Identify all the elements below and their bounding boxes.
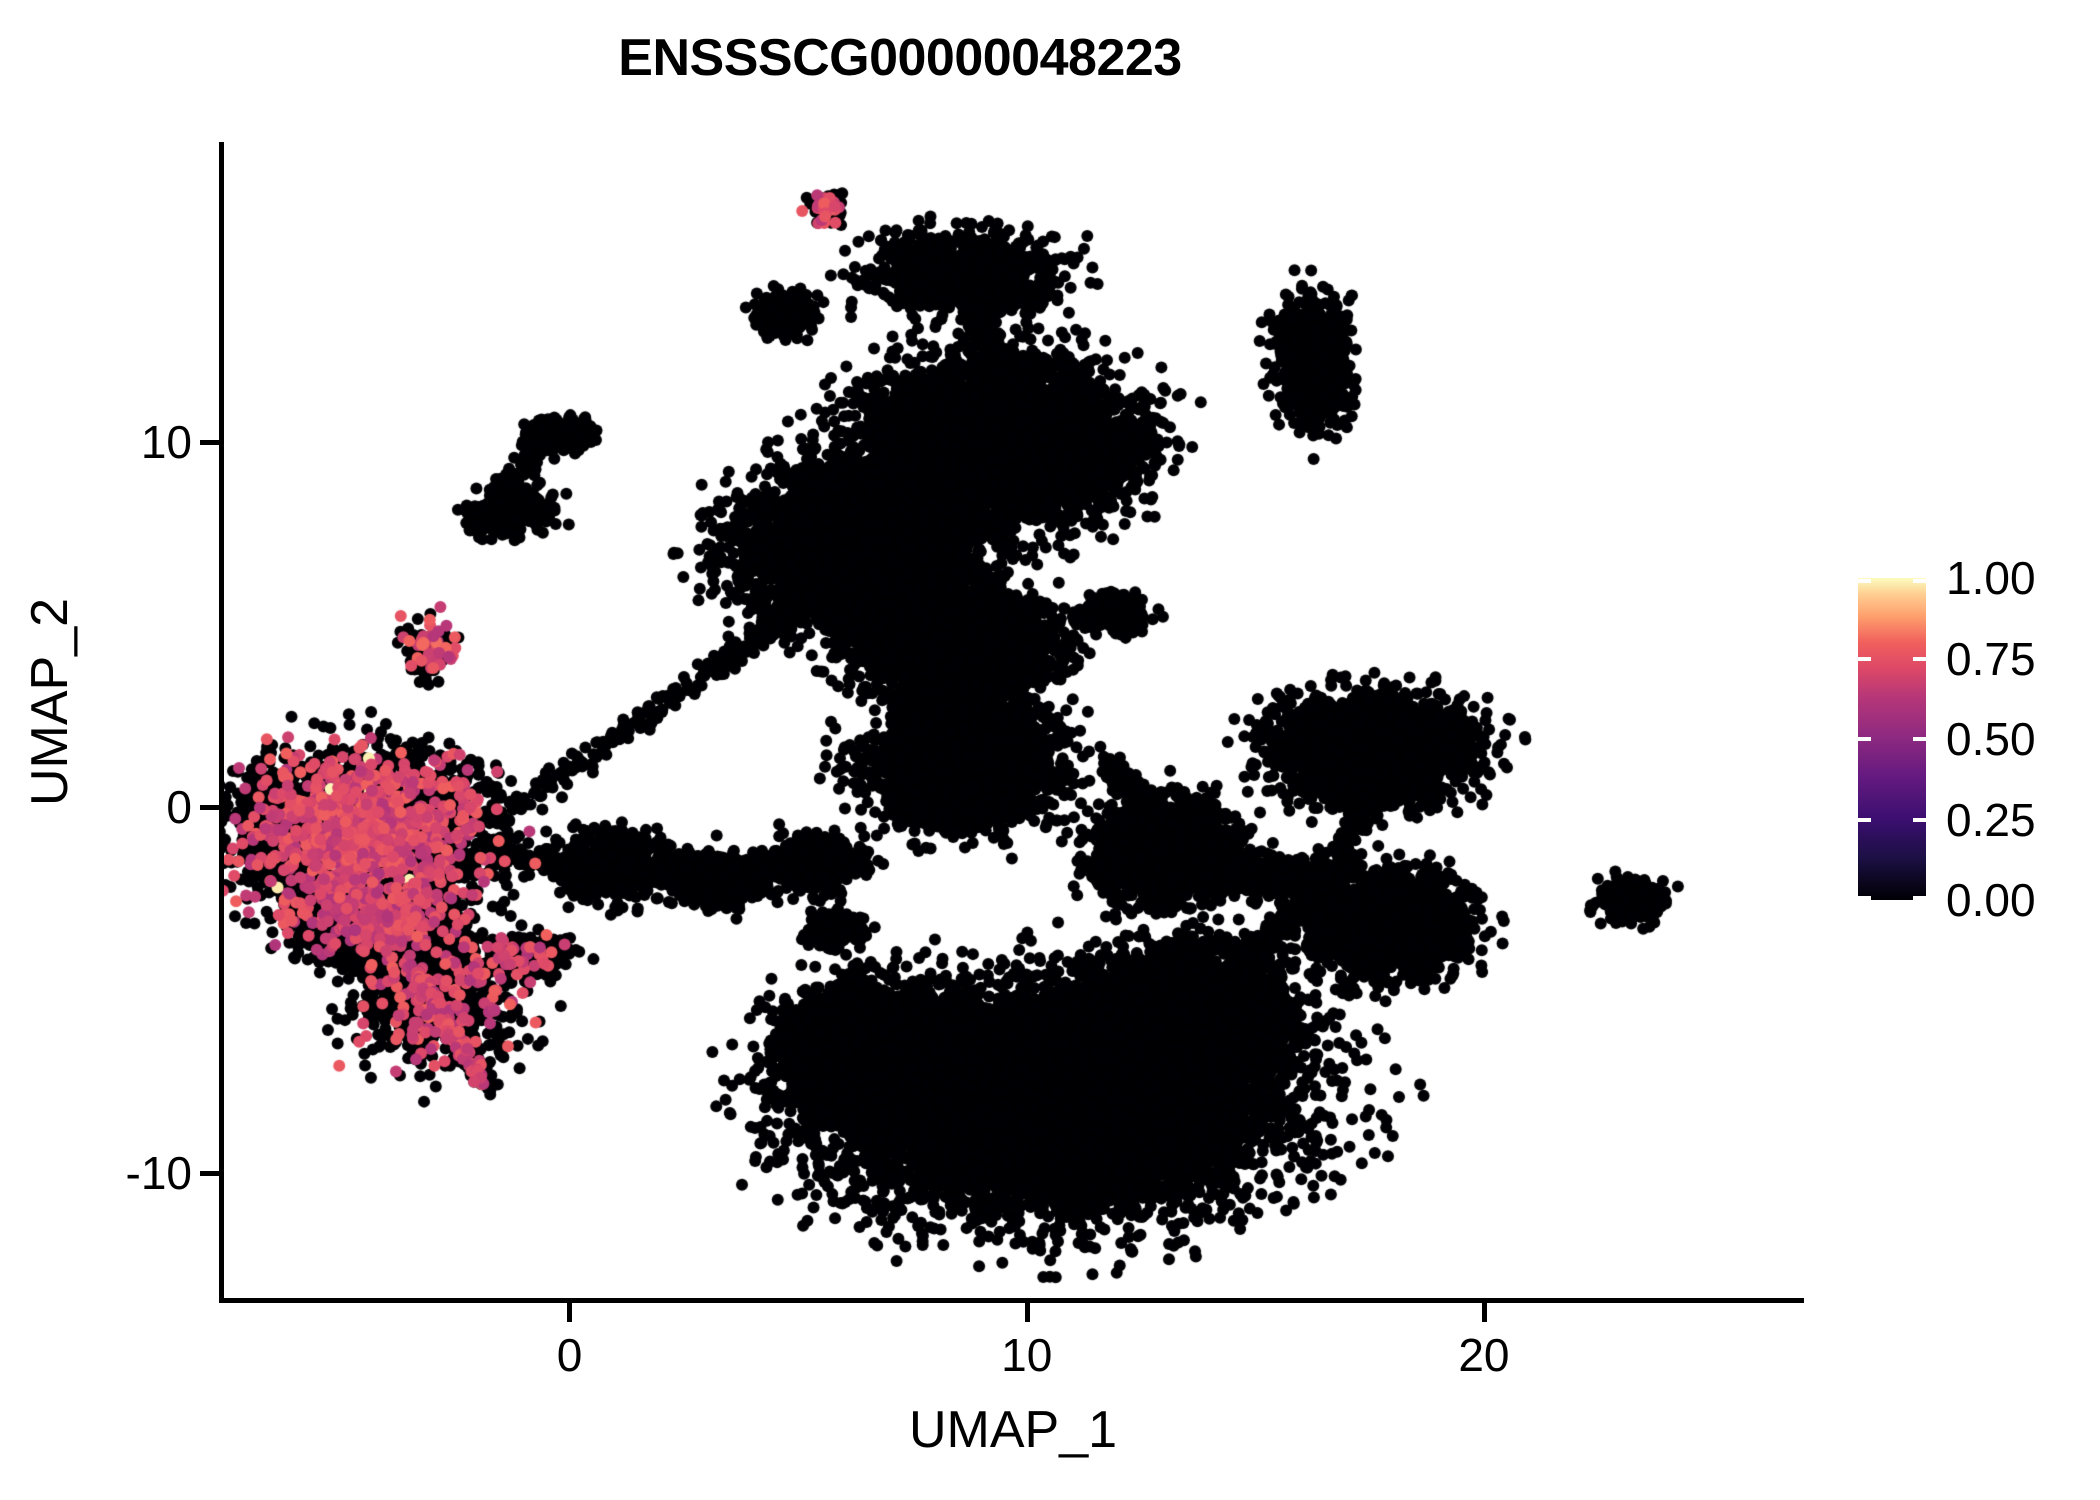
colorbar-tick-label: 0.25 [1946,793,2036,846]
x-tick-mark [1024,1303,1030,1322]
y-axis-title: UMAP_2 [21,597,79,807]
colorbar-tick-mark [1913,656,1926,661]
x-axis-line [222,1298,1804,1303]
x-tick-label: 20 [1458,1329,1510,1381]
colorbar-tick-mark [1858,817,1871,822]
page-title: ENSSSCG00000048223 [618,29,1182,87]
colorbar-legend: 0.00 0.25 0.50 0.75 1.00 [1858,555,2088,923]
colorbar-tick-mark [1858,579,1871,583]
colorbar-tick-mark [1913,817,1926,822]
colorbar-tick-label: 0.75 [1946,632,2036,685]
scatter-plot-canvas [222,142,1804,1301]
y-tick-mark [200,1171,219,1177]
y-tick-mark [200,439,219,445]
colorbar-tick-mark [1858,737,1871,741]
x-axis-title: UMAP_1 [908,1401,1118,1459]
colorbar-tick-mark [1913,896,1926,900]
x-tick-label: 0 [556,1329,583,1381]
x-tick-mark [1481,1303,1487,1322]
colorbar-tick-mark [1913,579,1926,583]
y-axis-line [219,142,224,1303]
colorbar-tick-mark [1858,896,1871,900]
colorbar-tick-label: 1.00 [1946,552,2036,604]
y-tick-mark [200,805,219,811]
colorbar-tick-mark [1913,737,1926,741]
colorbar-tick-label: 0.00 [1946,874,2036,926]
x-tick-mark [567,1303,573,1322]
y-tick-label: 10 [140,415,192,468]
colorbar-tick-label: 0.50 [1946,713,2036,765]
y-tick-label: -10 [125,1147,192,1200]
y-tick-label: 0 [166,781,192,834]
colorbar-tick-mark [1858,656,1871,661]
x-tick-label: 10 [1001,1329,1053,1381]
